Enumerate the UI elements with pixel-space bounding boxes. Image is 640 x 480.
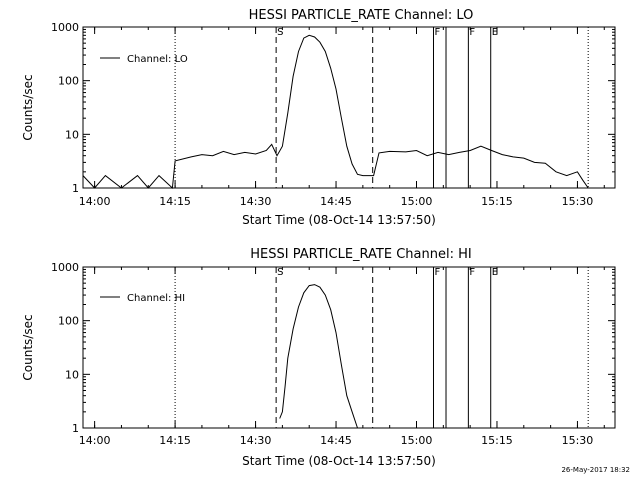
y-axis-label: Counts/sec (21, 314, 35, 380)
y-tick-label: 10 (65, 368, 79, 381)
chart-panel-1: HESSI PARTICLE_RATE Channel: LO 1 10 100 100… (21, 8, 616, 227)
time-marker-label: E (492, 27, 498, 38)
x-tick-label: 14:00 (79, 195, 111, 208)
x-axis-label: Start Time (08-Oct-14 13:57:50) (242, 454, 436, 468)
x-tick-label: 14:45 (320, 434, 352, 447)
y-tick-label: 1000 (51, 21, 79, 34)
time-marker-label: F (434, 27, 440, 38)
time-marker-label: E (492, 267, 498, 278)
footer-date: 26-May-2017 18:32 (561, 466, 630, 474)
plot-frame (82, 266, 616, 429)
x-tick-label: 14:00 (79, 434, 111, 447)
time-marker-label: F (469, 267, 475, 278)
series-line (82, 34, 589, 190)
y-axis-label: Counts/sec (21, 74, 35, 140)
x-tick-label: 15:15 (481, 195, 513, 208)
y-tick-label: 1 (72, 182, 79, 195)
x-tick-label: 15:15 (481, 434, 513, 447)
x-tick-label: 15:30 (562, 195, 594, 208)
time-marker-label: F (469, 27, 475, 38)
plot-frame (82, 26, 616, 189)
time-marker-label: S (277, 27, 283, 38)
y-tick-label: 1000 (51, 261, 79, 274)
legend-label: Channel: LO (127, 54, 188, 65)
x-tick-label: 15:30 (562, 434, 594, 447)
x-tick-label: 14:15 (159, 195, 191, 208)
chart-title: HESSI PARTICLE_RATE Channel: LO (249, 8, 474, 23)
x-tick-label: 14:30 (240, 434, 272, 447)
x-tick-label: 15:00 (401, 434, 433, 447)
legend-label: Channel: HI (127, 293, 185, 304)
x-tick-label: 14:30 (240, 195, 272, 208)
y-tick-label: 1 (72, 422, 79, 435)
x-tick-label: 15:00 (401, 195, 433, 208)
chart-panel-2: HESSI PARTICLE_RATE Channel: HI 1 10 100 100… (21, 247, 616, 468)
series-line (279, 284, 358, 429)
y-tick-label: 100 (58, 315, 79, 328)
y-tick-label: 10 (65, 128, 79, 141)
y-tick-label: 100 (58, 75, 79, 88)
x-axis-label: Start Time (08-Oct-14 13:57:50) (242, 213, 436, 227)
chart-title: HESSI PARTICLE_RATE Channel: HI (250, 247, 471, 262)
time-marker-label: F (434, 267, 440, 278)
x-tick-label: 14:45 (320, 195, 352, 208)
x-tick-label: 14:15 (159, 434, 191, 447)
time-marker-label: S (277, 267, 283, 278)
